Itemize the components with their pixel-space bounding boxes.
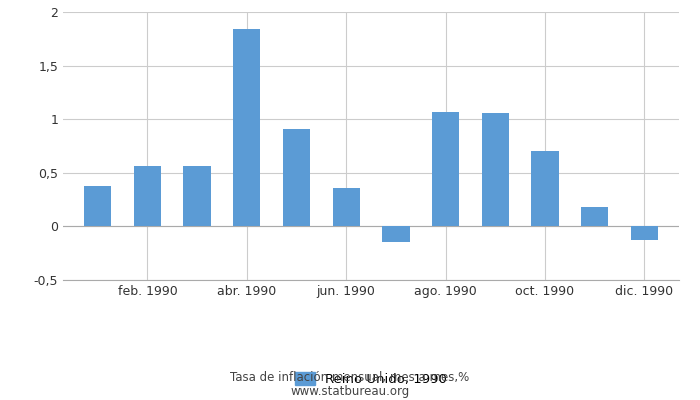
Bar [84, 186, 111, 226]
Legend: Reino Unido, 1990: Reino Unido, 1990 [295, 372, 447, 386]
Bar [531, 151, 559, 226]
Bar [432, 112, 459, 226]
Text: Tasa de inflación mensual, mes a mes,%: Tasa de inflación mensual, mes a mes,% [230, 372, 470, 384]
Text: www.statbureau.org: www.statbureau.org [290, 385, 410, 398]
Bar [482, 113, 509, 226]
Bar [581, 207, 608, 226]
Bar [382, 226, 410, 242]
Bar [233, 29, 260, 226]
Bar [332, 188, 360, 226]
Bar [134, 166, 161, 226]
Bar [631, 226, 658, 240]
Bar [283, 129, 310, 226]
Bar [183, 166, 211, 226]
